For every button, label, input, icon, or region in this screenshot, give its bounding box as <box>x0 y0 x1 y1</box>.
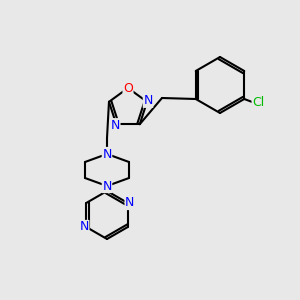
Text: N: N <box>102 148 112 160</box>
Text: N: N <box>143 94 153 107</box>
Text: N: N <box>102 179 112 193</box>
Text: N: N <box>111 119 120 132</box>
Text: O: O <box>123 82 133 94</box>
Text: N: N <box>125 196 134 209</box>
Text: N: N <box>80 220 89 233</box>
Text: Cl: Cl <box>252 97 264 110</box>
